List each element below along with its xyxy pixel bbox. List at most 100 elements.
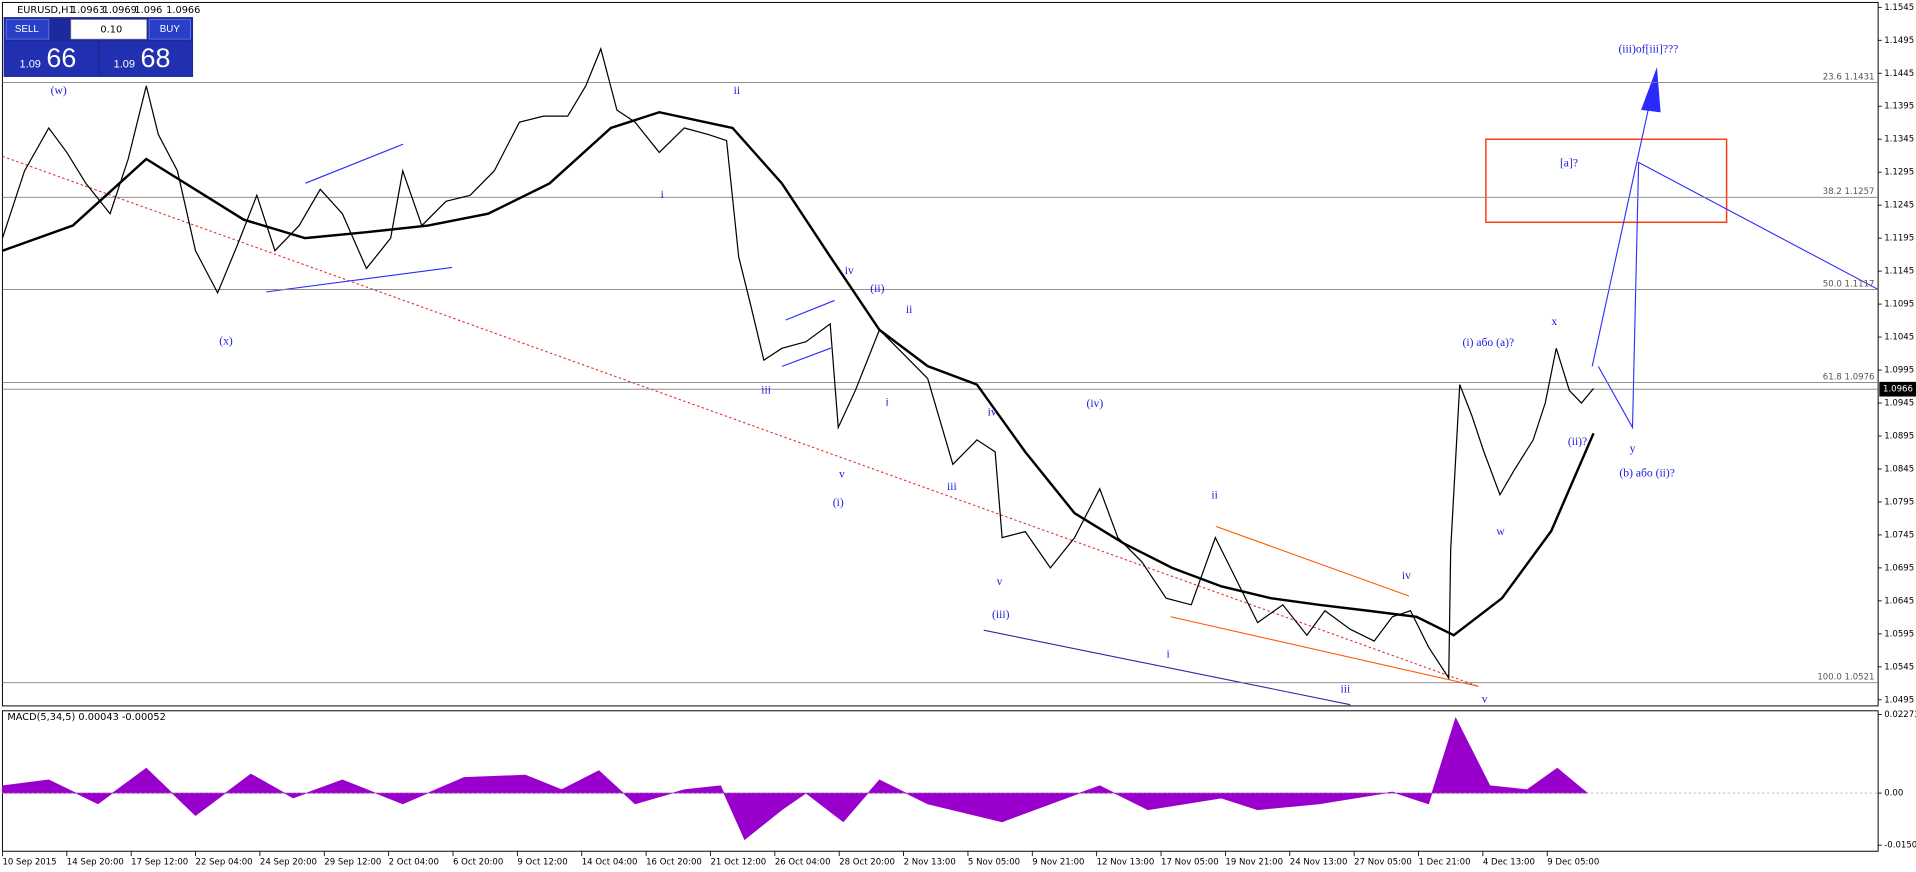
x-tick-label: 12 Nov 13:00 bbox=[1097, 858, 1155, 868]
wave-label: ii bbox=[1211, 489, 1217, 502]
sell-button[interactable] bbox=[5, 19, 50, 40]
x-tick-label: 24 Nov 13:00 bbox=[1290, 858, 1348, 868]
x-tick-label: 22 Sep 04:00 bbox=[196, 858, 253, 868]
y-tick-label: 1.1495 bbox=[1884, 36, 1914, 46]
y-tick-label: 1.0845 bbox=[1884, 464, 1914, 474]
price-line bbox=[1, 46, 1595, 681]
x-tick-label: 16 Oct 20:00 bbox=[646, 858, 702, 868]
wave-label: (iv) bbox=[1086, 397, 1103, 410]
buy-button[interactable] bbox=[148, 19, 191, 40]
y-tick-label: 1.1145 bbox=[1884, 267, 1914, 277]
y-tick-label: 1.0795 bbox=[1884, 497, 1914, 507]
x-tick-label: 24 Sep 20:00 bbox=[260, 858, 317, 868]
last-price-tag bbox=[1879, 381, 1916, 397]
x-tick-label: 21 Oct 12:00 bbox=[710, 858, 766, 868]
x-tick-label: 14 Oct 04:00 bbox=[582, 858, 638, 868]
ask-small: 68 bbox=[141, 43, 171, 73]
lot-value[interactable]: 0.10 bbox=[100, 24, 122, 35]
x-tick-label: 26 Oct 04:00 bbox=[775, 858, 831, 868]
wave-label: (iii) bbox=[992, 608, 1010, 621]
ohlc-value: 1.0966 bbox=[166, 5, 200, 16]
x-tick-label: 9 Oct 12:00 bbox=[517, 858, 567, 868]
wave-label: iv bbox=[988, 405, 997, 418]
wave-label: (iii)of[iii]??? bbox=[1618, 43, 1678, 56]
wave-label: (i) bbox=[833, 496, 844, 509]
fib-label: 100.0 1.0521 bbox=[1817, 672, 1874, 682]
moving-average bbox=[2, 110, 1595, 637]
fib-price: 1.1117 bbox=[1845, 279, 1875, 289]
arrow-head bbox=[1641, 67, 1661, 113]
y-tick-label: 1.0645 bbox=[1884, 596, 1914, 606]
x-tick-label: 4 Dec 13:00 bbox=[1483, 858, 1535, 868]
y-tick-label: 1.1295 bbox=[1884, 168, 1914, 178]
wave-label: y bbox=[1630, 442, 1636, 455]
x-tick-label: 28 Oct 20:00 bbox=[839, 858, 895, 868]
y-tick-label: 1.1195 bbox=[1884, 234, 1914, 244]
wave-path bbox=[1597, 161, 1879, 430]
macd-panel bbox=[1, 710, 1879, 852]
drawings bbox=[2, 67, 1879, 706]
wave-label: v bbox=[997, 575, 1003, 588]
y-tick-label: 1.1395 bbox=[1884, 102, 1914, 112]
fib-ratio: 23.6 bbox=[1823, 72, 1842, 82]
x-tick-label: 10 Sep 2015 bbox=[2, 858, 56, 868]
wave-label: i bbox=[886, 396, 889, 409]
wave-label: (ii)? bbox=[1568, 435, 1587, 448]
wave-label: (i) або (a)? bbox=[1463, 336, 1515, 349]
fib-price: 1.1257 bbox=[1845, 187, 1875, 197]
wave-label: iv bbox=[1402, 569, 1411, 582]
y-tick-label: 0.02273 bbox=[1884, 710, 1916, 720]
fib-ratio: 61.8 bbox=[1823, 372, 1842, 382]
bid-small: 66 bbox=[46, 43, 76, 73]
ask-box[interactable] bbox=[100, 41, 192, 76]
x-tick-label: 2 Nov 13:00 bbox=[904, 858, 956, 868]
wave-label: iii bbox=[761, 383, 771, 396]
y-tick-label: -0.01504 bbox=[1884, 841, 1916, 851]
fib-label: 50.0 1.1117 bbox=[1823, 279, 1875, 289]
wave-arrow bbox=[1591, 97, 1652, 367]
wave-label: (w) bbox=[51, 84, 67, 97]
y-tick-label: 1.1095 bbox=[1884, 300, 1914, 310]
ohlc-value: 1.0963 bbox=[71, 5, 105, 16]
wave-label: i bbox=[1167, 647, 1170, 660]
trade-panel: SELL 0.10 BUY 1.09 66 1.09 68 bbox=[3, 17, 194, 77]
fib-label: 61.8 1.0976 bbox=[1823, 372, 1875, 382]
x-tick-label: 27 Nov 05:00 bbox=[1354, 858, 1412, 868]
x-tick-label: 19 Nov 21:00 bbox=[1225, 858, 1283, 868]
wave-label: (b) або (ii)? bbox=[1619, 467, 1674, 480]
y-tick-label: 1.1445 bbox=[1884, 69, 1914, 79]
y-tick-label: 1.0745 bbox=[1884, 530, 1914, 540]
ohlc-value: 1.096 bbox=[134, 5, 162, 16]
fib-price: 1.0976 bbox=[1845, 372, 1875, 382]
x-tick-label: 2 Oct 04:00 bbox=[389, 858, 439, 868]
x-tick-label: 17 Nov 05:00 bbox=[1161, 858, 1219, 868]
y-tick-label: 1.1545 bbox=[1884, 3, 1914, 13]
wave-label: i bbox=[661, 188, 664, 201]
fib-ratio: 38.2 bbox=[1823, 187, 1842, 197]
trend-line bbox=[2, 155, 1479, 687]
trend-line bbox=[305, 143, 404, 184]
wave-label: [a]? bbox=[1560, 156, 1578, 169]
wave-label: iv bbox=[845, 264, 854, 277]
y-tick-label: 1.1045 bbox=[1884, 333, 1914, 343]
fib-label: 23.6 1.1431 bbox=[1823, 72, 1875, 82]
wave-label: (ii) bbox=[870, 282, 884, 295]
ohlc-value: 1.0969 bbox=[103, 5, 137, 16]
fib-price: 1.0521 bbox=[1845, 672, 1875, 682]
buy-label[interactable]: BUY bbox=[160, 24, 181, 35]
fib-price: 1.1431 bbox=[1845, 72, 1875, 82]
sell-label[interactable]: SELL bbox=[15, 24, 39, 35]
fib-ratio: 100.0 bbox=[1817, 672, 1841, 682]
y-tick-label: 1.0695 bbox=[1884, 563, 1914, 573]
bid-box[interactable] bbox=[4, 41, 98, 76]
macd-title: MACD(5,34,5) 0.00043 -0.00052 bbox=[7, 712, 165, 723]
symbol: EURUSD,H1 bbox=[17, 5, 75, 16]
trend-line bbox=[785, 299, 835, 321]
lot-input[interactable] bbox=[70, 19, 147, 40]
wave-label: ii bbox=[734, 84, 740, 97]
bid-big: 1.09 bbox=[20, 59, 41, 71]
x-tick-label: 14 Sep 20:00 bbox=[67, 858, 124, 868]
wave-label: w bbox=[1496, 525, 1505, 538]
